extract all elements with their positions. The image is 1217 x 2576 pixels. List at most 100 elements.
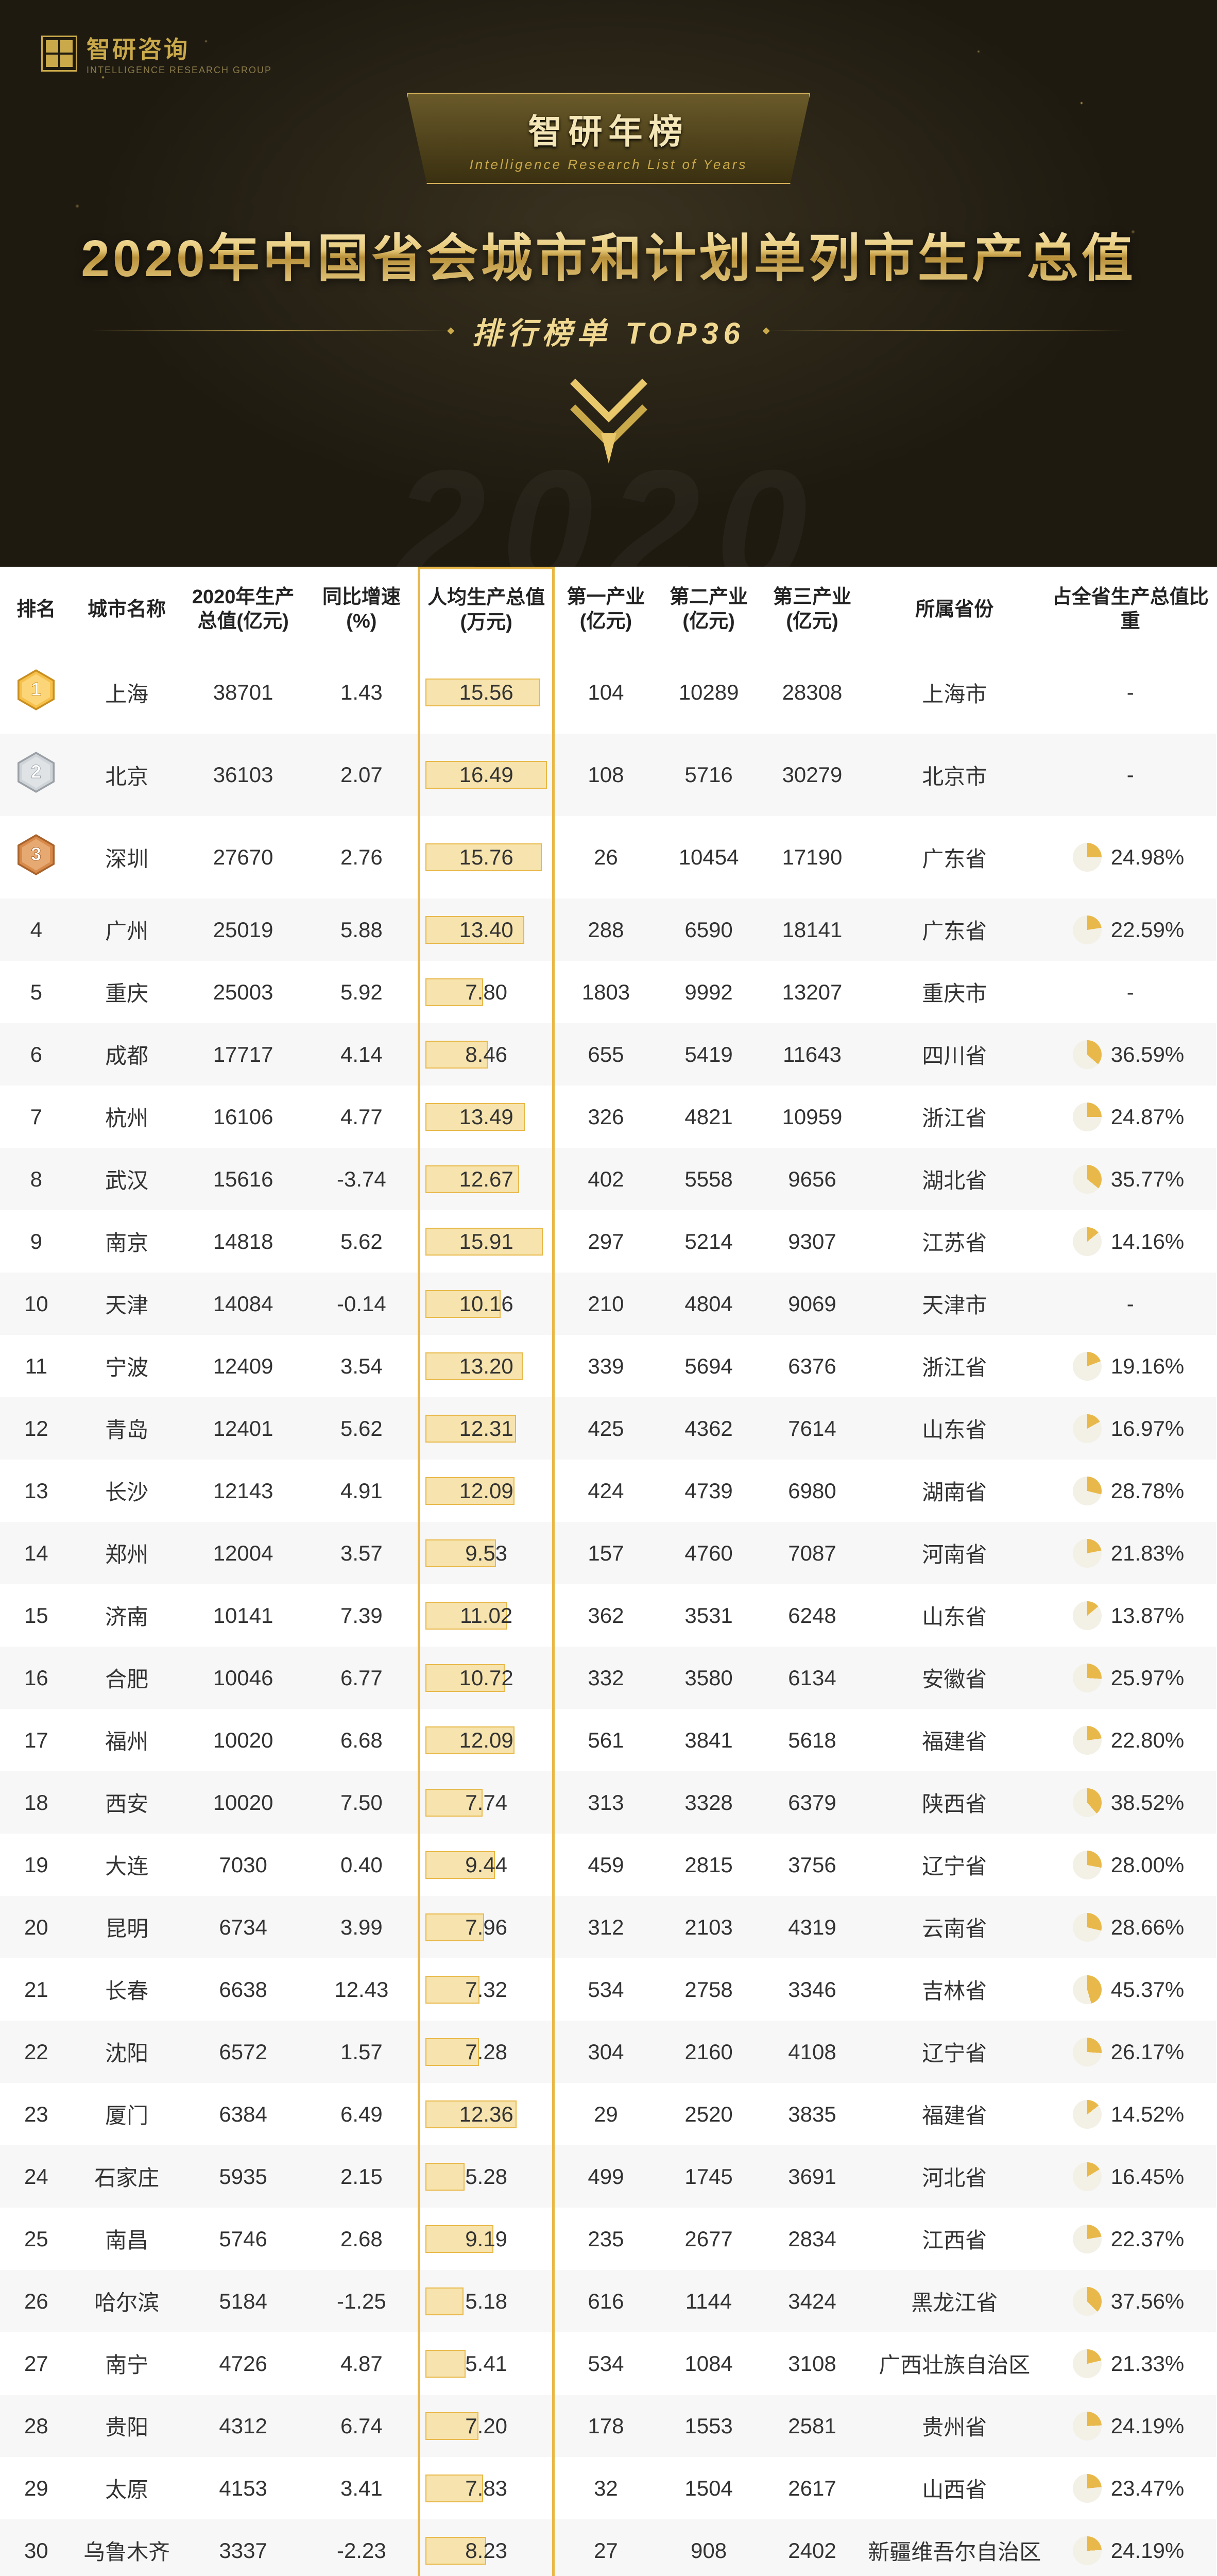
cell-share: 25.97% <box>1045 1647 1216 1709</box>
per-capita-value: 5.18 <box>425 2289 547 2314</box>
per-capita-value: 15.76 <box>425 845 547 870</box>
table-row: 13长沙121434.9112.0942447396980湖南省28.78% <box>0 1460 1216 1522</box>
cell-city: 大连 <box>73 1834 181 1896</box>
cell-industry-1: 326 <box>554 1086 657 1148</box>
cell-rank: 1 <box>0 651 73 734</box>
cell-gdp: 16106 <box>181 1086 305 1148</box>
cell-rank: 15 <box>0 1584 73 1647</box>
cell-city: 长沙 <box>73 1460 181 1522</box>
cell-province: 贵州省 <box>864 2395 1045 2457</box>
svg-text:1: 1 <box>31 679 41 700</box>
cell-share: 28.66% <box>1045 1896 1216 1958</box>
cell-industry-2: 2677 <box>657 2208 761 2270</box>
cell-share: - <box>1045 1273 1216 1335</box>
cell-province: 新疆维吾尔自治区 <box>864 2519 1045 2576</box>
share-value: 28.78% <box>1111 1479 1188 1503</box>
cell-per-capita: 12.67 <box>419 1148 554 1210</box>
cell-city: 昆明 <box>73 1896 181 1958</box>
cell-share: 28.78% <box>1045 1460 1216 1522</box>
share-pie-icon <box>1073 916 1102 944</box>
cell-gdp: 4312 <box>181 2395 305 2457</box>
cell-growth: 2.07 <box>305 734 419 816</box>
cell-industry-3: 9656 <box>761 1148 864 1210</box>
share-value: 24.87% <box>1111 1105 1188 1129</box>
share-pie-icon <box>1073 1539 1102 1568</box>
cell-city: 厦门 <box>73 2083 181 2145</box>
cell-industry-1: 104 <box>554 651 657 734</box>
per-capita-value: 8.46 <box>425 1042 547 1067</box>
cell-share: 22.80% <box>1045 1709 1216 1771</box>
table-row: 3 深圳276702.7615.76261045417190广东省24.98% <box>0 816 1216 899</box>
cell-rank: 12 <box>0 1397 73 1460</box>
cell-growth: -3.74 <box>305 1148 419 1210</box>
cell-industry-2: 5694 <box>657 1335 761 1397</box>
cell-industry-2: 5716 <box>657 734 761 816</box>
brand-name-en: INTELLIGENCE RESEARCH GROUP <box>87 65 272 76</box>
cell-rank: 16 <box>0 1647 73 1709</box>
cell-rank: 24 <box>0 2145 73 2208</box>
cell-rank: 7 <box>0 1086 73 1148</box>
cell-share: 16.97% <box>1045 1397 1216 1460</box>
table-row: 12青岛124015.6212.3142543627614山东省16.97% <box>0 1397 1216 1460</box>
cell-industry-3: 2402 <box>761 2519 864 2576</box>
brand-logo-icon <box>41 36 77 72</box>
cell-province: 辽宁省 <box>864 2021 1045 2083</box>
banner-tag-main: 智研年榜 <box>470 104 748 154</box>
bronze-medal-icon: 3 <box>13 832 59 878</box>
share-pie-icon <box>1073 2349 1102 2378</box>
cell-growth: 5.62 <box>305 1210 419 1273</box>
banner-tag: 智研年榜 Intelligence Research List of Years <box>407 93 811 184</box>
cell-growth: 7.50 <box>305 1771 419 1834</box>
cell-industry-3: 6134 <box>761 1647 864 1709</box>
share-pie-icon <box>1073 2536 1102 2565</box>
cell-share: 24.19% <box>1045 2519 1216 2576</box>
cell-industry-1: 655 <box>554 1023 657 1086</box>
cell-share: - <box>1045 734 1216 816</box>
cell-city: 济南 <box>73 1584 181 1647</box>
cell-city: 广州 <box>73 899 181 961</box>
cell-growth: 3.41 <box>305 2457 419 2519</box>
share-pie-icon <box>1073 2038 1102 2066</box>
cell-city: 西安 <box>73 1771 181 1834</box>
cell-city: 石家庄 <box>73 2145 181 2208</box>
cell-share: 24.98% <box>1045 816 1216 899</box>
share-value: 16.97% <box>1111 1416 1188 1441</box>
cell-share: 14.52% <box>1045 2083 1216 2145</box>
cell-per-capita: 7.74 <box>419 1771 554 1834</box>
cell-industry-2: 908 <box>657 2519 761 2576</box>
share-value: 24.19% <box>1111 2414 1188 2438</box>
cell-per-capita: 12.09 <box>419 1709 554 1771</box>
cell-industry-2: 4760 <box>657 1522 761 1584</box>
cell-share: 13.87% <box>1045 1584 1216 1647</box>
share-value: 21.83% <box>1111 1541 1188 1566</box>
per-capita-value: 16.49 <box>425 762 547 787</box>
cell-share: 21.83% <box>1045 1522 1216 1584</box>
cell-growth: 6.74 <box>305 2395 419 2457</box>
table-head: 排名 城市名称 2020年生产总值(亿元) 同比增速(%) 人均生产总值(万元)… <box>0 568 1216 652</box>
per-capita-value: 7.32 <box>425 1977 547 2002</box>
per-capita-value: 12.09 <box>425 1479 547 1503</box>
decor-line-right <box>766 330 1126 331</box>
cell-industry-2: 3328 <box>657 1771 761 1834</box>
per-capita-value: 7.80 <box>425 980 547 1005</box>
cell-share: 23.47% <box>1045 2457 1216 2519</box>
cell-industry-1: 29 <box>554 2083 657 2145</box>
cell-growth: 5.88 <box>305 899 419 961</box>
cell-province: 浙江省 <box>864 1086 1045 1148</box>
cell-gdp: 12004 <box>181 1522 305 1584</box>
share-value: 38.52% <box>1111 1790 1188 1815</box>
cell-per-capita: 15.76 <box>419 816 554 899</box>
th-city: 城市名称 <box>73 568 181 652</box>
cell-province: 湖北省 <box>864 1148 1045 1210</box>
cell-share: - <box>1045 961 1216 1023</box>
cell-growth: 3.99 <box>305 1896 419 1958</box>
cell-growth: -0.14 <box>305 1273 419 1335</box>
cell-gdp: 6638 <box>181 1958 305 2021</box>
cell-industry-3: 13207 <box>761 961 864 1023</box>
share-pie-icon <box>1073 2162 1102 2191</box>
cell-industry-3: 11643 <box>761 1023 864 1086</box>
cell-per-capita: 10.16 <box>419 1273 554 1335</box>
silver-medal-icon: 2 <box>13 749 59 795</box>
cell-gdp: 12143 <box>181 1460 305 1522</box>
cell-per-capita: 7.20 <box>419 2395 554 2457</box>
